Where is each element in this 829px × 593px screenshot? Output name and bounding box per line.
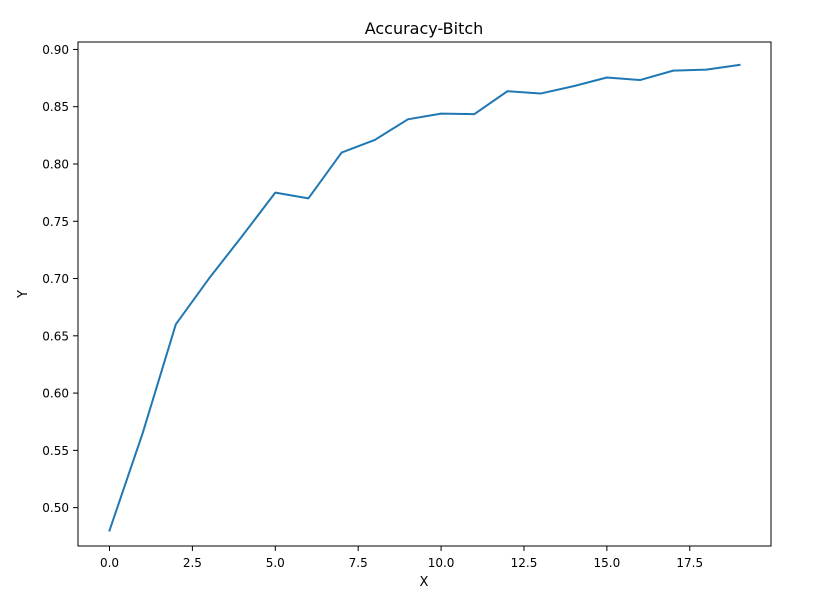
y-tick-label: 0.90 [42, 43, 69, 57]
x-tick-label: 17.5 [676, 556, 703, 570]
y-tick-label: 0.65 [42, 329, 69, 343]
x-tick-label: 7.5 [349, 556, 368, 570]
plot-area: 0.0 2.5 5.0 7.5 10.0 12.5 15.0 17.5 0.50 0.55 0.60… [42, 41, 772, 570]
y-tick-label: 0.75 [42, 215, 69, 229]
x-tick-label: 5.0 [266, 556, 285, 570]
y-tick-label: 0.55 [42, 444, 69, 458]
x-tick-label: 10.0 [428, 556, 455, 570]
series-line-0 [108, 63, 741, 532]
x-tick-label: 12.5 [511, 556, 538, 570]
y-tick-label: 0.70 [42, 272, 69, 286]
x-tick-label: 2.5 [183, 556, 202, 570]
axes-frame [77, 41, 772, 547]
y-axis-label: Y [16, 290, 31, 299]
x-tick-label: 0.0 [100, 556, 119, 570]
y-tick-label: 0.60 [42, 387, 69, 401]
y-tick-label: 0.50 [42, 501, 69, 515]
x-tick-label: 15.0 [594, 556, 621, 570]
x-axis-label: X [420, 575, 429, 589]
chart-title: Accuracy-Bitch [365, 19, 484, 38]
y-tick-label: 0.85 [42, 100, 69, 114]
y-tick-label: 0.80 [42, 157, 69, 171]
